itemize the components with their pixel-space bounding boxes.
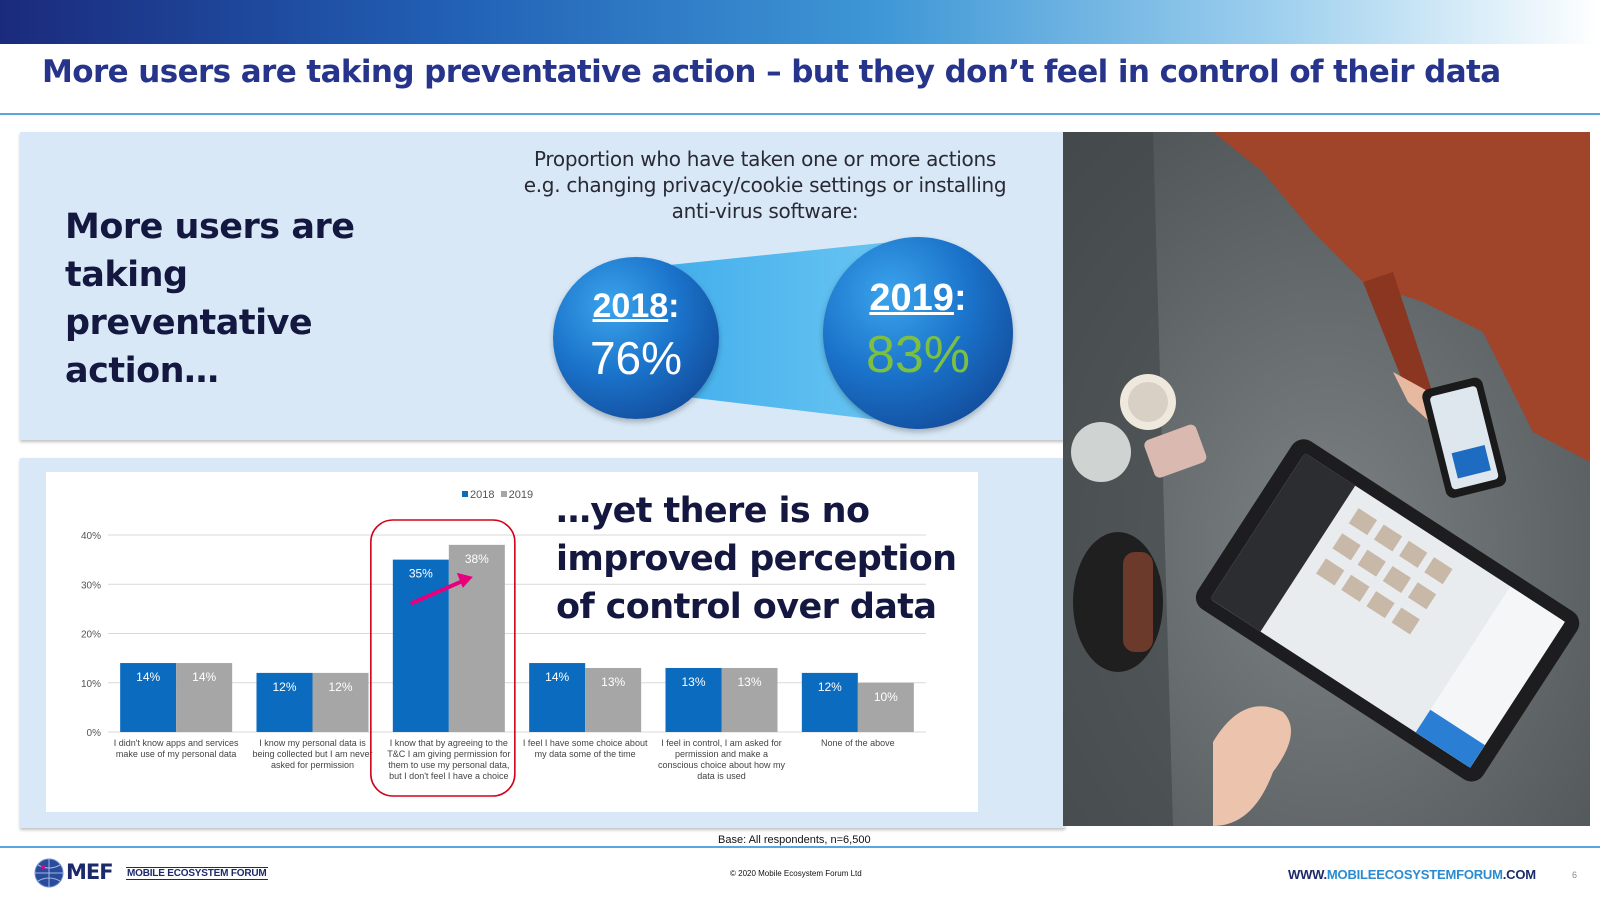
globe-icon [34, 858, 64, 888]
bar-2018 [665, 667, 722, 732]
bubble-2019: 2019: 83% [823, 237, 1013, 429]
bar-2018 [256, 672, 313, 732]
proportion-line-2: e.g. changing privacy/cookie settings or… [523, 173, 1007, 197]
bar-data-label: 12% [328, 680, 352, 694]
y-tick-label: 40% [81, 531, 101, 542]
x-category-label: them to use my personal data, [388, 760, 509, 770]
y-tick-label: 0% [87, 728, 102, 739]
y-tick-label: 30% [81, 580, 101, 591]
title-divider [0, 113, 1600, 115]
legend-label-2018: 2018 [470, 489, 495, 501]
phone-tablet-photo [1063, 132, 1590, 826]
x-category-label: I know that by agreeing to the [390, 738, 508, 748]
bar-chart: 0% 10% 20% 30% 40% 14% 14% I didn't know apps a… [46, 472, 978, 812]
proportion-line-1: Proportion who have taken one or more ac… [534, 147, 996, 171]
x-category-label: I feel I have some choice about [523, 738, 648, 748]
chart-canvas: 0% 10% 20% 30% 40% 14% 14% I didn't know apps a… [81, 519, 926, 797]
x-category-label: T&C I am giving permission for [387, 749, 510, 759]
x-category-label: None of the above [821, 738, 895, 748]
bar-2019 [312, 672, 369, 732]
y-tick-label: 10% [81, 679, 101, 690]
x-category-label: being collected but I am never [252, 749, 372, 759]
x-category-label: my data some of the time [535, 749, 636, 759]
base-note: Base: All respondents, n=6,500 [718, 834, 871, 846]
bar-data-label: 14% [192, 670, 216, 684]
bar-2019 [176, 663, 233, 732]
proportion-line-3: anti-virus software: [671, 199, 859, 223]
trend-arrow-head [456, 572, 473, 588]
bubble-2019-value: 83% [865, 326, 971, 384]
bar-2019 [721, 667, 778, 732]
website-highlight: MOBILEECOSYSTEMFORUM [1326, 867, 1503, 882]
footer-divider [0, 846, 1600, 848]
bar-data-label: 10% [874, 690, 898, 704]
trend-arrow-shaft [410, 580, 462, 606]
bar-2018 [392, 559, 449, 732]
bubble-2018: 2018: 76% [553, 257, 719, 419]
bar-data-label: 38% [465, 552, 489, 566]
x-category-label: data is used [697, 771, 746, 781]
bubble-2019-year: 2019 [869, 277, 954, 319]
proportion-caption: Proportion who have taken one or more ac… [505, 146, 1025, 224]
x-category-label: I know my personal data is [259, 738, 366, 748]
bar-data-label: 12% [818, 680, 842, 694]
bubble-2018-colon: : [668, 287, 680, 325]
bar-2019 [585, 667, 642, 732]
bar-2018 [120, 663, 177, 732]
x-category-label: asked for permission [271, 760, 354, 770]
comparison-bubbles: 2018: 76% 2019: 83% [540, 235, 1020, 435]
bar-data-label: 13% [681, 675, 705, 689]
bar-data-label: 13% [737, 675, 761, 689]
legend-swatch-2019 [500, 491, 507, 497]
bar-data-label: 13% [601, 675, 625, 689]
website-link[interactable]: WWW.MOBILEECOSYSTEMFORUM.COM [1288, 867, 1536, 882]
bar-data-label: 12% [272, 680, 296, 694]
legend-swatch-2018 [462, 491, 468, 497]
bar-2018 [529, 663, 586, 732]
legend-label-2019: 2019 [508, 489, 534, 501]
left-heading: More users are taking preventative actio… [65, 207, 355, 391]
bar-data-label: 14% [136, 670, 160, 684]
website-suffix: .COM [1502, 867, 1536, 882]
x-category-label: I didn't know apps and services [114, 738, 239, 748]
copyright: © 2020 Mobile Ecosystem Forum Ltd [730, 869, 862, 878]
logo-subtitle: MOBILE ECOSYSTEM FORUM [126, 867, 268, 880]
highlight-box [370, 519, 516, 797]
bar-data-label: 14% [545, 670, 569, 684]
slide-title: More users are taking preventative actio… [42, 54, 1501, 90]
x-category-label: I feel in control, I am asked for [661, 738, 782, 748]
y-tick-label: 20% [81, 630, 101, 641]
right-heading: …yet there is no improved perception of … [556, 491, 957, 627]
page-number: 6 [1572, 870, 1578, 880]
bar-data-label: 35% [409, 567, 433, 581]
top-gradient-bar [0, 0, 1600, 44]
x-category-label: permission and make a [675, 749, 768, 759]
x-category-label: make use of my personal data [116, 749, 237, 759]
website-prefix: WWW. [1288, 867, 1327, 882]
logo-text: MEF [66, 860, 114, 884]
bar-2019 [857, 682, 914, 732]
x-category-label: conscious choice about how my [658, 760, 786, 770]
bubble-2018-year: 2018 [592, 287, 669, 325]
bar-2018 [801, 672, 858, 732]
bubble-2019-colon: : [953, 277, 967, 319]
bubble-2018-value: 76% [589, 332, 683, 384]
bar-2019 [448, 544, 505, 732]
x-category-label: but I don't feel I have a choice [389, 771, 508, 781]
chart-legend: 2018 2019 [462, 489, 533, 501]
